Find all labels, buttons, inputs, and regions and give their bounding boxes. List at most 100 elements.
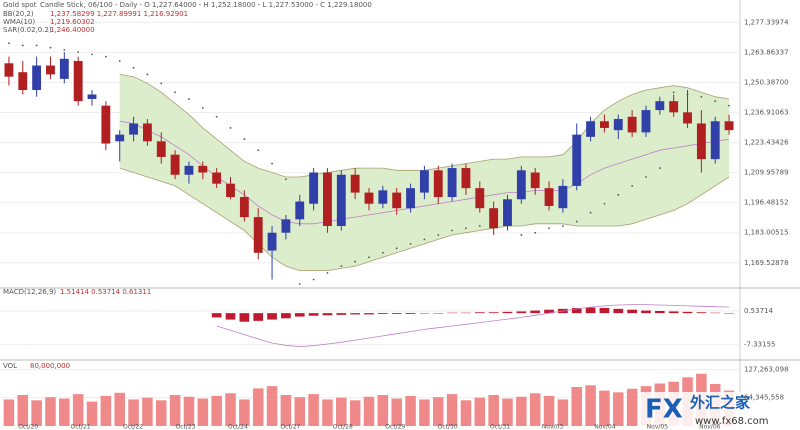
indicator-reading: 1,237.58299 1,227.89991 1,216.92901 xyxy=(50,10,188,18)
volume-bar xyxy=(599,390,610,426)
candle-body xyxy=(419,170,429,193)
sar-dot xyxy=(340,265,343,268)
candle-body xyxy=(170,154,180,175)
candle-body xyxy=(73,61,83,102)
sar-dot xyxy=(589,211,592,214)
candle-body xyxy=(627,116,637,133)
x-tick-label: Nov/04 xyxy=(594,424,616,430)
volume-bar xyxy=(626,388,638,426)
indicator-name: SAR(0.02,0.2) xyxy=(3,26,52,34)
sar-dot xyxy=(603,202,606,205)
x-tick-label: Nov/06 xyxy=(699,424,721,430)
volume-bar xyxy=(128,399,139,426)
x-tick-label: Oct/28 xyxy=(333,424,353,430)
volume-bar xyxy=(225,393,236,426)
volume-bar xyxy=(280,395,292,426)
candle-body xyxy=(32,65,42,91)
sar-dot xyxy=(561,225,564,227)
candle-body xyxy=(226,183,235,198)
y-tick-label: 1,209.95789 xyxy=(744,169,789,177)
candle-body xyxy=(710,121,720,160)
candle-body xyxy=(281,219,291,233)
volume-bar xyxy=(502,398,513,426)
candle-body xyxy=(267,232,277,251)
bollinger-middle xyxy=(119,120,730,225)
volume-bar xyxy=(100,395,112,426)
volume-bar xyxy=(585,385,596,426)
macd-bar xyxy=(405,313,416,314)
volume-bar xyxy=(31,400,42,426)
watermark-bg xyxy=(640,392,800,430)
candle-body xyxy=(475,188,485,209)
volume-bar xyxy=(377,395,389,426)
sar-dot xyxy=(548,227,550,230)
volume-bar xyxy=(3,399,15,426)
candle-body xyxy=(101,105,111,144)
y-tick-label: 127,263,098 xyxy=(744,366,789,374)
macd-bar xyxy=(308,313,319,316)
macd-reading: 1.51414 0.53714 0.61311 xyxy=(60,288,151,296)
sar-dot xyxy=(8,42,10,45)
candle-body xyxy=(18,72,28,91)
y-tick-label: -7.33155 xyxy=(744,341,775,349)
macd-label: MACD(12,26,9) xyxy=(3,288,56,296)
volume-bar xyxy=(17,395,29,426)
macd-bar xyxy=(641,310,651,314)
candle-body xyxy=(156,141,166,157)
x-tick-label: Oct/29 xyxy=(385,424,405,430)
candle-body xyxy=(655,101,665,111)
indicator-name: BB(20,2) xyxy=(3,10,34,18)
sar-dot xyxy=(21,44,24,47)
sar-dot xyxy=(132,66,135,69)
volume-bar xyxy=(142,397,153,426)
candle-body xyxy=(184,165,194,175)
sar-dot xyxy=(478,225,481,227)
sar-dot xyxy=(381,251,384,254)
candle-body xyxy=(724,121,734,131)
candle-body xyxy=(392,192,402,209)
sar-dot xyxy=(49,46,52,49)
volume-reading: 80,000,000 xyxy=(30,362,70,370)
volume-bar xyxy=(336,397,347,426)
candle-body xyxy=(433,170,443,198)
volume-bar xyxy=(529,393,541,426)
volume-bar xyxy=(308,394,319,426)
macd-bar xyxy=(391,313,402,314)
volume-bar xyxy=(571,387,582,426)
chart-subtitle: Candle Stick, 06/100 - Daily - O 1,227.6… xyxy=(40,1,372,9)
macd-bar xyxy=(585,307,596,314)
sar-dot xyxy=(298,283,301,285)
y-tick-label: 1,250.38700 xyxy=(744,78,789,86)
macd-bar xyxy=(322,313,333,316)
macd-bar xyxy=(696,312,707,314)
y-tick-label: 0.53714 xyxy=(744,307,773,315)
macd-bar xyxy=(516,311,527,314)
sar-dot xyxy=(104,55,107,58)
macd-bar xyxy=(267,313,277,320)
candle-body xyxy=(350,174,360,193)
macd-bar xyxy=(364,313,374,315)
macd-bar xyxy=(682,311,693,314)
y-tick-label: 1,183.00515 xyxy=(744,229,789,237)
volume-bar xyxy=(156,400,167,426)
sar-dot xyxy=(437,234,440,236)
candle-body xyxy=(295,201,305,220)
volume-bar xyxy=(45,397,56,426)
y-tick-label: 1,223.43426 xyxy=(744,139,789,147)
sar-dot xyxy=(700,95,703,98)
sar-dot xyxy=(77,51,80,54)
x-tick-label: Oct/22 xyxy=(123,424,143,430)
volume-bar xyxy=(488,395,499,426)
sar-dot xyxy=(312,278,315,281)
candle-body xyxy=(406,188,415,209)
candle-body xyxy=(115,134,125,142)
macd-bar xyxy=(294,313,305,317)
candle-body xyxy=(239,197,249,218)
volume-bar xyxy=(363,396,375,426)
sar-dot xyxy=(146,73,149,76)
candle-body xyxy=(516,170,526,200)
volume-label: VOL xyxy=(3,362,17,370)
sar-dot xyxy=(728,104,730,107)
watermark-cn: 外汇之家 xyxy=(689,394,750,412)
y-tick-label: 1,263.86337 xyxy=(744,48,789,56)
